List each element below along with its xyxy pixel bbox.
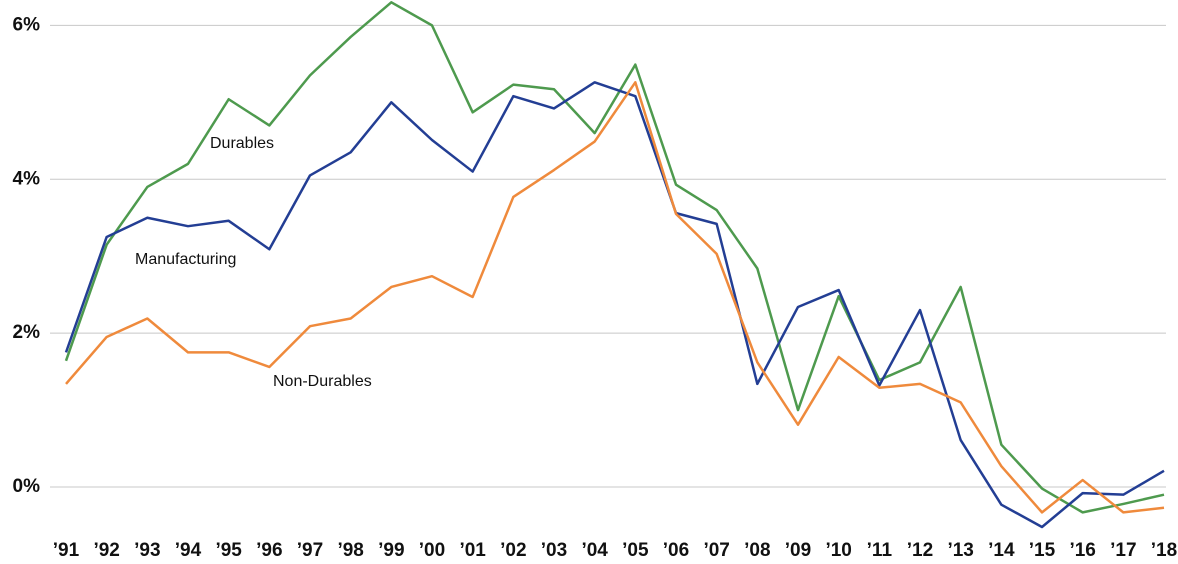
x-tick-label: ’13 [947, 540, 973, 561]
x-tick-label: ’18 [1151, 540, 1177, 561]
series-label: Non-Durables [273, 373, 372, 390]
y-tick-label: 2% [13, 322, 41, 343]
x-tick-label: ’91 [53, 540, 80, 561]
x-tick-label: ’97 [297, 540, 323, 561]
x-tick-label: ’14 [988, 540, 1015, 561]
series-line [64, 81, 1165, 529]
x-tick-label: ’06 [663, 540, 689, 561]
y-tick-label: 6% [13, 14, 41, 35]
series-label: Manufacturing [135, 251, 236, 268]
x-tick-label: ’05 [622, 540, 649, 561]
x-tick-label: ’07 [703, 540, 729, 561]
series-line [65, 81, 1165, 514]
x-tick-label: ’01 [459, 540, 486, 561]
x-tick-label: ’02 [500, 540, 526, 561]
x-tick-label: ’12 [907, 540, 933, 561]
x-tick-label: ’95 [215, 540, 242, 561]
x-tick-label: ’17 [1110, 540, 1136, 561]
x-tick-label: ’15 [1029, 540, 1056, 561]
y-tick-label: 0% [13, 476, 41, 497]
series-line [64, 1, 1165, 514]
x-tick-label: ’99 [378, 540, 404, 561]
y-tick-label: 4% [13, 168, 41, 189]
x-tick-label: ’10 [825, 540, 851, 561]
series-label: Durables [210, 135, 274, 152]
x-tick-label: ’94 [175, 540, 202, 561]
x-tick-label: ’04 [581, 540, 608, 561]
x-tick-label: ’11 [867, 540, 893, 561]
x-tick-label: ’92 [93, 540, 119, 561]
x-tick-label: ’93 [134, 540, 160, 561]
x-tick-label: ’03 [541, 540, 567, 561]
x-tick-label: ’00 [419, 540, 445, 561]
x-tick-label: ’98 [337, 540, 363, 561]
x-tick-label: ’09 [785, 540, 811, 561]
x-tick-label: ’96 [256, 540, 282, 561]
x-tick-label: ’16 [1069, 540, 1095, 561]
x-tick-label: ’08 [744, 540, 770, 561]
